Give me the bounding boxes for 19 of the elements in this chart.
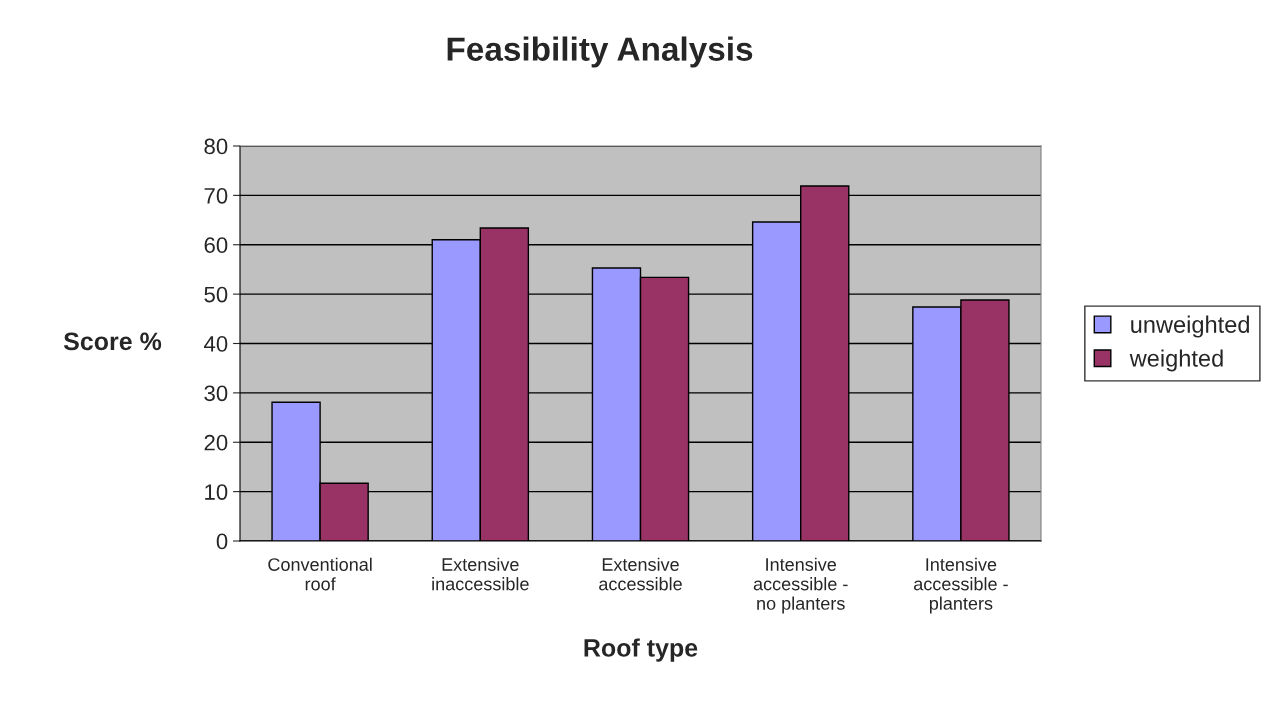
chart-title: Feasibility Analysis	[447, 36, 753, 68]
y-axis-title: Score %	[63, 332, 162, 351]
legend-label: unweighted	[1131, 315, 1249, 338]
x-tick-label: Extensive accessible	[599, 557, 682, 591]
y-tick-label: 60	[204, 237, 228, 254]
x-tick-label: Intensive accessible - no planters	[753, 557, 848, 614]
y-tick-label: 50	[204, 286, 228, 303]
y-tick-label: 70	[204, 187, 228, 204]
y-tick-label: 30	[204, 385, 228, 402]
legend-label: weighted	[1129, 349, 1223, 372]
y-tick-label: 10	[205, 484, 228, 500]
y-tick-label: 20	[204, 434, 228, 451]
y-tick-label: 0	[216, 533, 228, 550]
x-axis-title: Roof type	[584, 638, 698, 662]
x-tick-label: Intensive accessible - planters	[914, 557, 1008, 614]
x-tick-label: Conventional roof	[268, 557, 372, 591]
x-tick-label: Extensive inaccessible	[432, 557, 529, 591]
y-tick-label: 40	[203, 336, 228, 352]
y-tick-label: 80	[204, 138, 228, 155]
